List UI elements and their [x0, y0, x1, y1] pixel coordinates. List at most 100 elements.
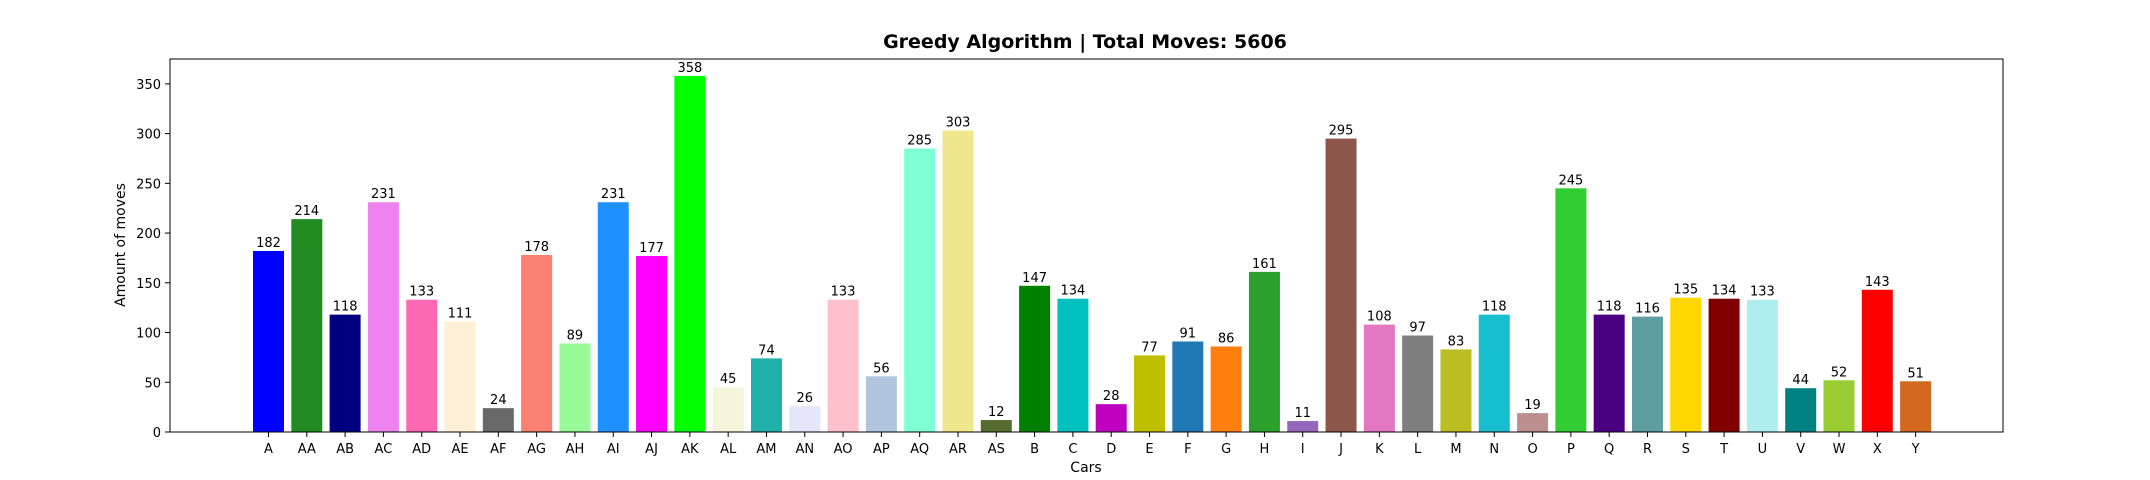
bar-AM — [750, 358, 782, 432]
y-tick-label-350: 350 — [136, 78, 161, 93]
bar-AP — [865, 376, 897, 432]
data-label-AM: 74 — [758, 343, 775, 358]
data-label-AE: 111 — [448, 307, 473, 322]
data-label-N: 118 — [1482, 300, 1507, 315]
data-label-AR: 303 — [946, 116, 971, 131]
x-tick-label-L: L — [1414, 442, 1422, 457]
x-tick-label-AJ: AJ — [645, 442, 658, 457]
data-label-AK: 358 — [677, 61, 702, 76]
x-tick-label-AC: AC — [375, 442, 393, 457]
bar-AB — [329, 314, 361, 432]
data-label-AG: 178 — [524, 240, 549, 255]
data-label-Q: 118 — [1597, 300, 1622, 315]
bar-AF — [482, 408, 514, 432]
data-label-L: 97 — [1409, 321, 1426, 336]
bar-AO — [827, 299, 859, 432]
data-label-AA: 214 — [294, 204, 319, 219]
x-tick-label-AD: AD — [412, 442, 431, 457]
y-tick-label-300: 300 — [136, 128, 161, 143]
bar-K — [1363, 324, 1395, 432]
y-tick-label-0: 0 — [153, 426, 161, 441]
x-tick-label-AQ: AQ — [910, 442, 929, 457]
data-label-F: 91 — [1180, 326, 1197, 341]
bar-V — [1785, 388, 1817, 432]
x-tick-label-AN: AN — [795, 442, 814, 457]
data-label-I: 11 — [1294, 406, 1311, 421]
data-label-K: 108 — [1367, 310, 1392, 325]
x-tick-label-M: M — [1450, 442, 1461, 457]
data-label-M: 83 — [1448, 334, 1465, 349]
bar-A — [253, 250, 284, 432]
data-label-P: 245 — [1558, 173, 1583, 188]
data-label-AN: 26 — [796, 391, 813, 406]
data-label-B: 147 — [1022, 271, 1047, 286]
data-label-O: 19 — [1524, 398, 1541, 413]
x-tick-label-J: J — [1338, 442, 1343, 457]
data-label-W: 52 — [1831, 365, 1848, 380]
bar-F — [1172, 341, 1204, 432]
bar-AS — [980, 420, 1012, 432]
bar-C — [1057, 298, 1089, 432]
data-label-AB: 118 — [333, 300, 358, 315]
data-label-H: 161 — [1252, 257, 1277, 272]
bar-AA — [291, 219, 323, 432]
bar-T — [1708, 298, 1740, 432]
bar-O — [1517, 413, 1549, 432]
x-tick-label-O: O — [1527, 442, 1537, 457]
data-label-E: 77 — [1141, 340, 1158, 355]
x-tick-label-S: S — [1682, 442, 1690, 457]
data-label-AS: 12 — [988, 405, 1005, 420]
x-tick-label-C: C — [1068, 442, 1077, 457]
bar-U — [1746, 299, 1778, 432]
bar-AJ — [636, 255, 668, 432]
bar-AQ — [904, 148, 936, 432]
data-label-Y: 51 — [1907, 366, 1924, 381]
bar-AL — [712, 387, 744, 432]
y-tick-label-150: 150 — [136, 277, 161, 292]
y-tick-label-100: 100 — [136, 327, 161, 342]
x-tick-label-AM: AM — [756, 442, 776, 457]
x-tick-label-AB: AB — [336, 442, 354, 457]
bar-N — [1478, 314, 1510, 432]
bar-P — [1555, 188, 1587, 432]
bar-AI — [597, 202, 629, 432]
bar-D — [1095, 404, 1127, 432]
x-tick-label-D: D — [1106, 442, 1116, 457]
y-tick-label-50: 50 — [144, 376, 161, 391]
x-tick-label-AO: AO — [834, 442, 853, 457]
bar-W — [1823, 380, 1855, 432]
data-label-AD: 133 — [409, 285, 434, 300]
data-label-T: 134 — [1712, 284, 1737, 299]
bar-E — [1134, 355, 1166, 432]
data-label-AI: 231 — [601, 187, 626, 202]
data-label-S: 135 — [1673, 283, 1698, 298]
bar-G — [1210, 346, 1242, 432]
data-label-AH: 89 — [567, 328, 584, 343]
x-tick-label-AR: AR — [949, 442, 967, 457]
data-label-D: 28 — [1103, 389, 1120, 404]
x-tick-label-AP: AP — [873, 442, 890, 457]
y-tick-label-250: 250 — [136, 177, 161, 192]
bars-layer — [253, 75, 1932, 432]
x-tick-label-T: T — [1719, 442, 1728, 457]
x-tick-label-Y: Y — [1911, 442, 1920, 457]
x-tick-label-AS: AS — [988, 442, 1005, 457]
bar-AE — [444, 321, 476, 432]
x-tick-label-Q: Q — [1604, 442, 1614, 457]
data-label-AO: 133 — [831, 285, 856, 300]
bar-I — [1287, 421, 1319, 432]
y-axis-title: Amount of moves — [113, 183, 129, 307]
y-axis: 0 50 100 150 200 250 300 350 — [136, 78, 170, 441]
data-label-AP: 56 — [873, 361, 890, 376]
data-label-R: 116 — [1635, 302, 1660, 317]
bar-AD — [406, 299, 438, 432]
data-label-V: 44 — [1792, 373, 1809, 388]
x-tick-label-B: B — [1030, 442, 1039, 457]
data-label-U: 133 — [1750, 285, 1775, 300]
x-tick-label-N: N — [1489, 442, 1499, 457]
data-labels-layer: 182 214 118 231 133 111 24 178 89 231 177 358 45 74 26… — [256, 61, 1924, 421]
x-tick-label-F: F — [1184, 442, 1191, 457]
data-label-AF: 24 — [490, 393, 507, 408]
bar-L — [1402, 335, 1434, 432]
x-tick-label-AI: AI — [607, 442, 620, 457]
